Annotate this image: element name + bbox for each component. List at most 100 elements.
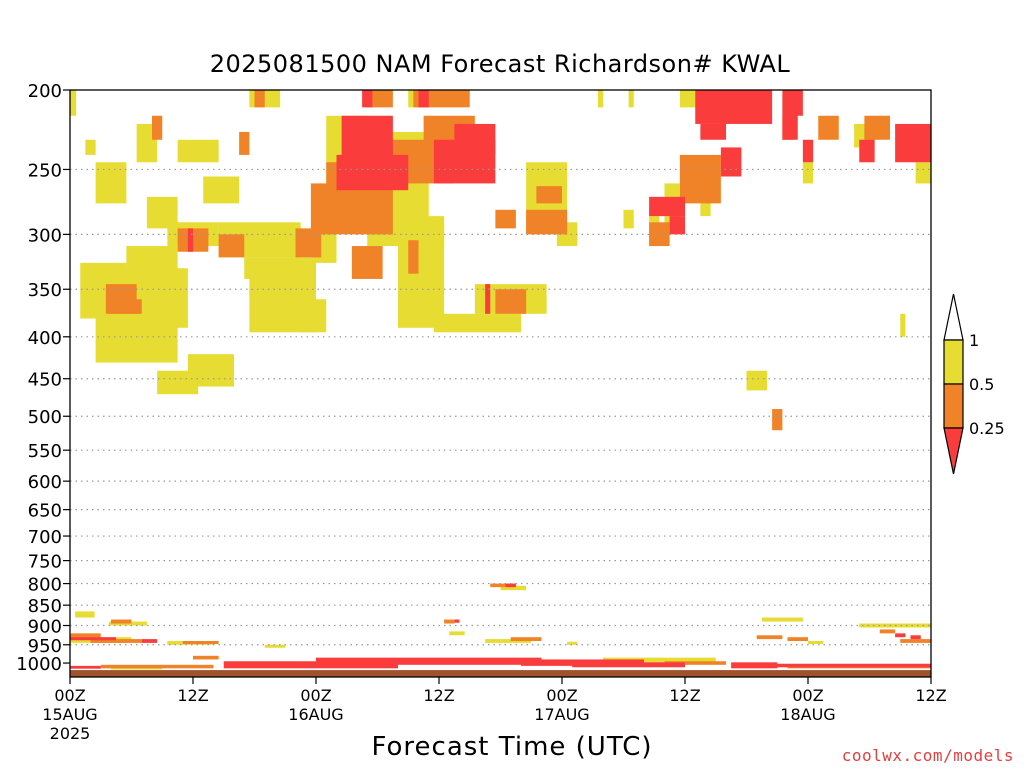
ri-cell-cls2 xyxy=(239,131,250,155)
y-tick-label: 200 xyxy=(28,81,62,102)
ri-low-band-cls2 xyxy=(182,641,219,645)
ri-low-band-cls3 xyxy=(454,619,460,623)
ri-cell-cls2 xyxy=(495,289,527,314)
x-axis-label: Forecast Time (UTC) xyxy=(371,732,653,762)
ri-cell-cls2 xyxy=(152,115,163,140)
ri-low-band-cls2 xyxy=(664,661,726,665)
ri-low-band-cls2 xyxy=(756,635,783,640)
ri-cell-cls1 xyxy=(70,90,77,116)
ri-low-band-cls1 xyxy=(603,657,716,663)
ri-cell-cls2 xyxy=(818,115,839,140)
y-tick-label: 400 xyxy=(28,328,62,349)
ri-low-band-cls1 xyxy=(264,644,286,648)
x-tick-date: 15AUG xyxy=(42,705,97,724)
ri-low-band-cls3 xyxy=(70,665,101,669)
ri-cell-cls1 xyxy=(177,139,219,163)
ri-cell-cls1 xyxy=(398,216,445,328)
credit-text: coolwx.com/models xyxy=(841,746,1014,765)
ri-low-band-cls2 xyxy=(444,619,455,624)
ri-cell-cls1 xyxy=(628,90,634,108)
ri-low-band-cls1 xyxy=(500,585,527,591)
ri-low-band-cls2 xyxy=(193,655,219,660)
ri-low-band-cls1 xyxy=(567,641,578,645)
ri-cell-cls2 xyxy=(408,240,419,274)
x-tick-date: 18AUG xyxy=(780,705,835,724)
ri-cell-cls3 xyxy=(187,228,193,252)
colorbar-legend: 1 0.5 0.25 xyxy=(943,293,1005,475)
ri-low-band-cls3 xyxy=(223,661,398,669)
ri-low-band-cls1 xyxy=(808,641,824,645)
y-tick-label: 650 xyxy=(28,501,62,522)
ri-cell-cls3 xyxy=(485,284,491,314)
y-tick-label: 750 xyxy=(28,552,62,573)
ri-cell-cls1 xyxy=(95,162,127,204)
x-tick-label: 00Z xyxy=(792,686,823,705)
ri-cell-cls1 xyxy=(433,313,521,333)
ri-cell-cls3 xyxy=(336,154,409,191)
ri-low-band-cls2 xyxy=(490,583,516,588)
colorbar-label: 0.25 xyxy=(969,419,1005,438)
plot-area xyxy=(70,90,931,677)
ri-low-band-cls2 xyxy=(510,637,542,642)
ri-cell-cls1 xyxy=(300,299,327,333)
y-tick-label: 800 xyxy=(28,575,62,596)
colorbar-bin xyxy=(943,339,964,385)
ri-low-band-cls3 xyxy=(895,633,906,638)
ri-cell-cls3 xyxy=(418,90,429,108)
y-tick-label: 450 xyxy=(28,370,62,391)
y-axis: 200 250 300 350 400 450 500 550 600 650 700 7508008… xyxy=(16,81,70,675)
ri-low-band-cls2 xyxy=(90,639,142,643)
ri-low-band-cls3 xyxy=(572,662,685,668)
x-tick-year: 2025 xyxy=(50,724,91,743)
ri-low-band-cls1 xyxy=(449,631,465,636)
y-tick-label: 1000 xyxy=(16,654,62,675)
ri-cell-cls2 xyxy=(679,154,721,204)
ri-cell-cls2 xyxy=(218,234,245,258)
ri-cell-cls3 xyxy=(695,90,773,124)
ri-cell-cls1 xyxy=(623,209,634,229)
ri-low-band-cls3 xyxy=(910,635,921,640)
ri-low-band-cls2 xyxy=(111,619,132,624)
ri-low-band-cls1 xyxy=(485,639,532,643)
ri-cell-cls1 xyxy=(802,162,814,184)
ri-cell-cls3 xyxy=(859,139,875,163)
x-tick-label: 00Z xyxy=(54,686,85,705)
ri-cell-cls2 xyxy=(536,186,562,204)
ri-cell-cls3 xyxy=(802,139,814,163)
ri-cell-cls2 xyxy=(351,246,383,279)
x-tick-label: 00Z xyxy=(546,686,577,705)
ri-cell-cls1 xyxy=(746,370,767,391)
ri-low-band-cls3 xyxy=(141,639,158,643)
grid-lines xyxy=(70,168,931,646)
ri-cell-cls1 xyxy=(597,90,603,108)
colorbar-bin xyxy=(943,383,964,429)
y-tick-label: 550 xyxy=(28,441,62,462)
x-tick-label: 12Z xyxy=(423,686,454,705)
ri-cell-cls3 xyxy=(895,123,931,163)
x-tick-date: 16AUG xyxy=(288,705,343,724)
ri-cell-cls3 xyxy=(720,147,742,177)
y-tick-label: 250 xyxy=(28,160,62,181)
ground-band xyxy=(70,670,931,677)
y-tick-label: 300 xyxy=(28,225,62,246)
ri-cell-cls3 xyxy=(454,123,496,155)
colorbar-label: 1 xyxy=(969,331,979,350)
ri-low-band-cls1 xyxy=(75,611,95,618)
ri-cell-cls3 xyxy=(341,115,393,163)
ri-cell-cls3 xyxy=(362,90,373,108)
ri-low-band-cls3 xyxy=(505,583,516,588)
ri-low-band-cls3 xyxy=(316,657,542,665)
ri-cell-cls1 xyxy=(915,162,931,184)
ri-cell-cls2 xyxy=(526,209,568,235)
chart-title: 2025081500 NAM Forecast Richardson# KWAL xyxy=(209,50,791,78)
colorbar-top-arrow xyxy=(943,293,964,341)
x-tick-label: 12Z xyxy=(177,686,208,705)
ri-cell-cls1 xyxy=(900,313,906,337)
colorbar-label: 0.5 xyxy=(969,375,994,394)
x-tick-label: 00Z xyxy=(300,686,331,705)
ri-low-band-cls1 xyxy=(761,617,803,622)
colorbar-bottom-arrow xyxy=(943,427,964,475)
ri-cell-cls2 xyxy=(495,209,516,229)
ri-low-band-cls2 xyxy=(900,639,931,643)
